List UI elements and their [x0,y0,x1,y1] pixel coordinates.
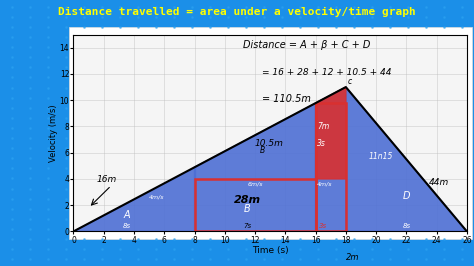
Polygon shape [316,87,346,179]
Text: Distance travelled = area under a velocity/time graph: Distance travelled = area under a veloci… [58,7,416,17]
Text: 16m: 16m [96,174,117,184]
Text: D: D [402,191,410,201]
FancyBboxPatch shape [69,27,472,239]
Text: B: B [260,146,265,155]
Text: 6m/s: 6m/s [247,181,263,186]
Text: 3s: 3s [319,223,327,229]
Text: 8s: 8s [122,223,130,229]
Text: Distance = A + β + C + D: Distance = A + β + C + D [243,40,370,51]
Y-axis label: Velocity (m/s): Velocity (m/s) [49,104,58,162]
Polygon shape [73,167,194,231]
Text: 3s: 3s [317,139,326,148]
Text: B: B [244,204,251,214]
Text: 8s: 8s [402,223,410,229]
Text: 11n15: 11n15 [368,152,393,161]
Text: A: A [123,210,130,220]
Text: c: c [347,77,352,86]
Text: 4m/s: 4m/s [149,195,164,200]
Text: 7m: 7m [317,122,329,131]
Polygon shape [194,103,316,231]
Text: 7s: 7s [244,223,252,229]
Text: 2m: 2m [346,253,359,262]
Bar [194,179,316,231]
Text: 10.5m: 10.5m [255,139,284,148]
Text: = 16 + 28 + 12 + 10.5 + 44: = 16 + 28 + 12 + 10.5 + 44 [262,68,392,77]
Text: = 110.5m: = 110.5m [262,94,311,104]
Text: 4m/s: 4m/s [317,181,333,186]
Text: 44m: 44m [429,178,449,188]
Text: 28m: 28m [234,194,261,205]
Bar [316,103,346,231]
X-axis label: Time (s): Time (s) [252,246,289,255]
Polygon shape [316,87,346,231]
Polygon shape [346,87,467,231]
